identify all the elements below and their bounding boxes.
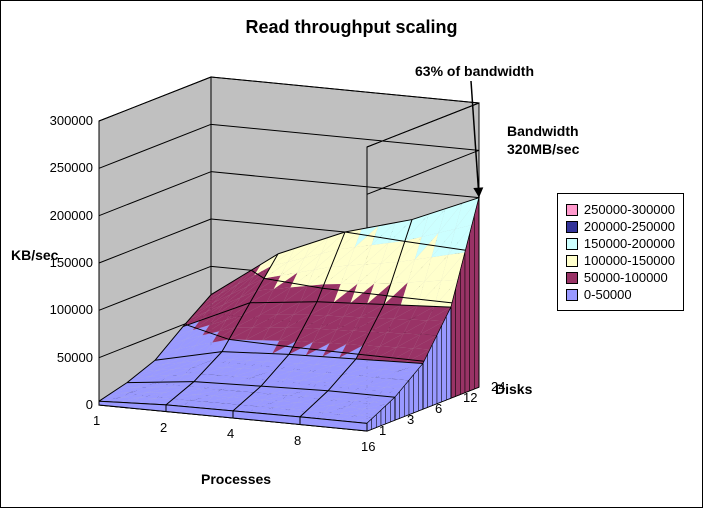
legend-item: 0-50000 xyxy=(566,287,675,302)
x-tick: 4 xyxy=(227,426,234,441)
legend-swatch xyxy=(566,238,578,250)
legend-item: 250000-300000 xyxy=(566,202,675,217)
x-tick: 2 xyxy=(160,420,167,435)
legend-label: 250000-300000 xyxy=(584,202,675,217)
legend-label: 0-50000 xyxy=(584,287,632,302)
legend-swatch xyxy=(566,204,578,216)
y-tick: 12 xyxy=(463,390,477,405)
legend-swatch xyxy=(566,255,578,267)
z-tick: 50000 xyxy=(33,350,93,365)
legend-item: 50000-100000 xyxy=(566,270,675,285)
z-tick: 200000 xyxy=(33,208,93,223)
z-tick: 100000 xyxy=(33,302,93,317)
legend-swatch xyxy=(566,289,578,301)
x-tick: 8 xyxy=(294,433,301,448)
x-tick: 16 xyxy=(361,439,375,454)
y-tick: 1 xyxy=(379,423,386,438)
legend: 250000-300000 200000-250000 150000-200000 1… xyxy=(557,193,684,311)
z-tick: 250000 xyxy=(33,160,93,175)
z-tick: 300000 xyxy=(33,113,93,128)
legend-label: 200000-250000 xyxy=(584,219,675,234)
legend-item: 200000-250000 xyxy=(566,219,675,234)
chart-frame: { "chart": { "type": "surface-3d-contour… xyxy=(0,0,703,508)
legend-item: 150000-200000 xyxy=(566,236,675,251)
legend-item: 100000-150000 xyxy=(566,253,675,268)
z-tick: 0 xyxy=(33,397,93,412)
y-tick: 24 xyxy=(491,379,505,394)
x-tick: 1 xyxy=(93,413,100,428)
legend-label: 50000-100000 xyxy=(584,270,668,285)
legend-label: 150000-200000 xyxy=(584,236,675,251)
legend-label: 100000-150000 xyxy=(584,253,675,268)
y-tick: 6 xyxy=(435,401,442,416)
y-tick: 3 xyxy=(407,412,414,427)
z-tick: 150000 xyxy=(33,255,93,270)
legend-swatch xyxy=(566,221,578,233)
legend-swatch xyxy=(566,272,578,284)
